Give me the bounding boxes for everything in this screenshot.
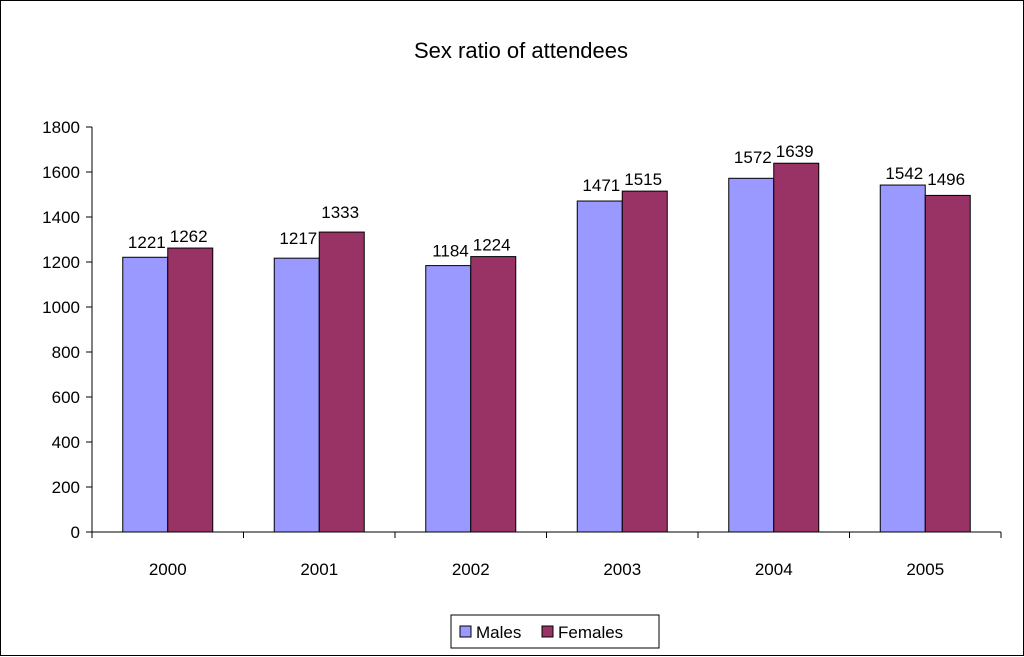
data-label-females: 1224 (473, 236, 511, 255)
y-tick-label: 1800 (42, 118, 80, 137)
legend-swatch-males (459, 625, 472, 638)
y-tick-label: 1200 (42, 253, 80, 272)
data-label-males: 1184 (432, 242, 469, 261)
data-label-females: 1496 (927, 170, 965, 189)
y-tick-label: 1000 (42, 298, 80, 317)
data-label-females: 1262 (170, 227, 208, 246)
y-tick-label: 200 (52, 478, 80, 497)
x-tick-label: 2003 (603, 560, 641, 579)
bar-males (879, 184, 926, 533)
data-label-females: 1515 (624, 170, 662, 189)
bar-females (773, 162, 820, 533)
legend-swatch-females (541, 625, 554, 638)
x-tick-label: 2000 (149, 560, 187, 579)
bar-males (728, 177, 775, 533)
x-axis: 2000 2001 2002 2003 2004 2005 (91, 531, 1002, 579)
legend-box (450, 614, 660, 649)
data-label-females: 1639 (776, 142, 814, 161)
x-tick-label: 2001 (300, 560, 338, 579)
bar-males (273, 257, 320, 533)
x-tick-label: 2005 (906, 560, 944, 579)
bars (122, 162, 971, 533)
bar-males (425, 265, 472, 533)
chart-title: Sex ratio of attendees (414, 38, 628, 63)
y-tick-label: 0 (71, 523, 80, 542)
y-tick-label: 600 (52, 388, 80, 407)
data-label-males: 1471 (582, 176, 620, 195)
data-label-males: 1221 (128, 233, 166, 252)
bar-females (470, 256, 517, 533)
y-tick-label: 400 (52, 433, 80, 452)
y-tick-label: 1600 (42, 163, 80, 182)
y-tick-label: 1400 (42, 208, 80, 227)
bar-females (167, 247, 214, 533)
legend-label-females: Females (558, 623, 623, 642)
data-label-males: 1217 (279, 229, 317, 248)
bar-females (318, 231, 365, 533)
bar-females (621, 190, 668, 533)
data-label-females: 1333 (321, 203, 359, 222)
x-tick-label: 2002 (452, 560, 490, 579)
data-label-males: 1572 (734, 148, 772, 167)
y-tick-label: 800 (52, 343, 80, 362)
bar-males (576, 200, 623, 533)
legend: Males Females (450, 614, 660, 649)
bar-females (924, 194, 971, 533)
bar-males (122, 256, 169, 533)
legend-label-males: Males (476, 623, 521, 642)
x-tick-label: 2004 (755, 560, 793, 579)
data-label-males: 1542 (885, 164, 923, 183)
y-axis: 0 200 400 600 800 1000 1200 1400 1600 1800 (42, 118, 93, 542)
